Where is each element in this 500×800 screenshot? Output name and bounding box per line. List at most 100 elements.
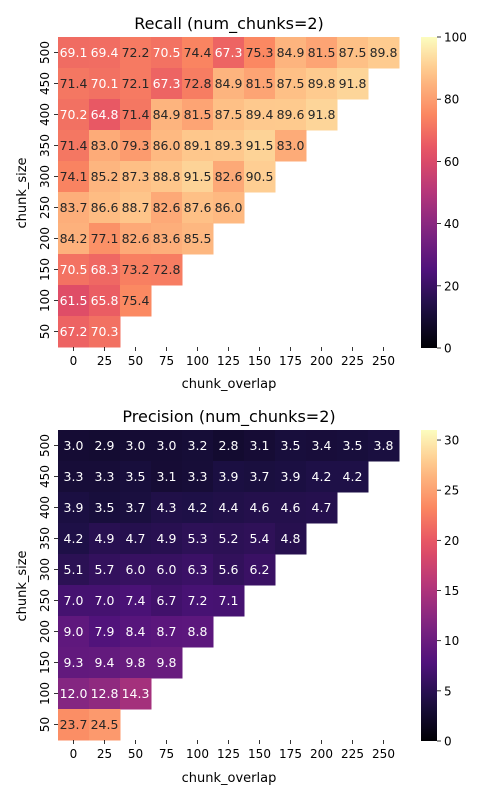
precision-cell-label: 4.7: [312, 500, 332, 515]
recall-cell-label: 79.3: [122, 138, 150, 153]
recall-cell: [120, 285, 152, 317]
precision-x-tick-label: 125: [217, 747, 240, 761]
precision-cell: [244, 461, 276, 493]
precision-cell: [337, 430, 369, 462]
recall-colorbar-tick-label: 100: [444, 31, 467, 45]
precision-colorbar-tick-label: 15: [444, 584, 459, 598]
recall-x-tick-label: 50: [128, 354, 143, 368]
recall-ylabel: chunk_size: [15, 157, 30, 228]
recall-x-tick-label: 175: [279, 354, 302, 368]
precision-ylabel: chunk_size: [15, 550, 30, 621]
precision-cell: [244, 492, 276, 524]
precision-cell-label: 8.4: [126, 624, 146, 639]
precision-cell: [89, 554, 121, 586]
precision-title: Precision (num_chunks=2): [122, 407, 335, 427]
precision-cell: [306, 461, 338, 493]
precision-x-tick-label: 150: [248, 747, 271, 761]
recall-y-tick-label: 400: [38, 103, 52, 126]
recall-y-tick-label: 200: [38, 227, 52, 250]
precision-cell-label: 7.0: [64, 593, 84, 608]
recall-y-tick-label: 50: [38, 324, 52, 339]
recall-cell: [89, 223, 121, 255]
recall-cell-label: 83.0: [91, 138, 119, 153]
precision-cell-label: 2.9: [95, 438, 115, 453]
recall-x-tick-label: 75: [159, 354, 174, 368]
recall-cell-label: 91.8: [308, 107, 336, 122]
precision-cell: [244, 523, 276, 555]
precision-x-tick-label: 75: [159, 747, 174, 761]
recall-cell: [213, 68, 245, 100]
precision-cell-label: 6.0: [157, 562, 177, 577]
recall-cell: [213, 161, 245, 193]
recall-x-tick-label: 200: [310, 354, 333, 368]
recall-cell-label: 87.5: [339, 45, 367, 60]
recall-y-tick-label: 100: [38, 289, 52, 312]
precision-cell: [306, 430, 338, 462]
recall-cell-label: 86.0: [153, 138, 181, 153]
recall-cell-label: 84.2: [60, 231, 88, 246]
recall-cell-label: 88.8: [153, 169, 181, 184]
precision-cell: [120, 678, 152, 710]
recall-cell: [89, 99, 121, 131]
recall-colorbar-tick-label: 20: [444, 279, 459, 293]
precision-cell: [58, 461, 90, 493]
recall-cell-label: 85.2: [91, 169, 119, 184]
recall-cell: [306, 99, 338, 131]
precision-cell-label: 6.7: [157, 593, 177, 608]
precision-cell: [213, 585, 245, 617]
recall-cell-label: 70.1: [91, 76, 119, 91]
recall-y-tick-label: 250: [38, 196, 52, 219]
recall-cell-label: 91.5: [246, 138, 274, 153]
precision-x-tick-label: 175: [279, 747, 302, 761]
precision-cell: [213, 461, 245, 493]
precision-cell: [182, 430, 214, 462]
precision-y-tick-label: 350: [38, 527, 52, 550]
precision-colorbar-tick-label: 5: [444, 684, 452, 698]
precision-cell-label: 23.7: [60, 717, 88, 732]
recall-cell-label: 89.4: [246, 107, 274, 122]
recall-cell: [120, 223, 152, 255]
precision-cell-label: 4.6: [250, 500, 270, 515]
precision-cell-label: 3.3: [64, 469, 84, 484]
recall-cell: [151, 99, 183, 131]
precision-cell: [58, 709, 90, 741]
precision-cell: [120, 647, 152, 679]
recall-cell: [58, 130, 90, 162]
precision-cell-label: 7.0: [95, 593, 115, 608]
precision-x-tick-label: 250: [372, 747, 395, 761]
precision-cell-label: 7.4: [126, 593, 146, 608]
recall-cell: [89, 37, 121, 69]
precision-colorbar-tick-label: 0: [444, 735, 452, 749]
precision-cell: [58, 492, 90, 524]
recall-cell: [306, 68, 338, 100]
precision-cell: [151, 461, 183, 493]
precision-cell: [275, 492, 307, 524]
precision-cell-label: 7.2: [188, 593, 208, 608]
recall-cell: [244, 161, 276, 193]
precision-cell-label: 3.7: [126, 500, 146, 515]
precision-y-tick-label: 450: [38, 465, 52, 488]
precision-cell: [182, 492, 214, 524]
recall-cell-label: 87.5: [277, 76, 305, 91]
recall-cell: [244, 99, 276, 131]
precision-cell: [58, 585, 90, 617]
recall-cell: [58, 192, 90, 224]
recall-colorbar-tick-label: 80: [444, 93, 459, 107]
precision-y-tick-label: 100: [38, 682, 52, 705]
recall-cell-label: 73.2: [122, 262, 150, 277]
precision-cell: [151, 585, 183, 617]
recall-y-tick-label: 450: [38, 72, 52, 95]
precision-cell: [58, 616, 90, 648]
recall-cell-label: 72.1: [122, 76, 150, 91]
precision-cell: [306, 492, 338, 524]
recall-x-tick-label: 100: [186, 354, 209, 368]
recall-cell: [306, 37, 338, 69]
precision-cell: [275, 523, 307, 555]
recall-cell: [368, 37, 400, 69]
recall-cell-label: 83.6: [153, 231, 181, 246]
recall-cell: [213, 130, 245, 162]
precision-x-tick-label: 100: [186, 747, 209, 761]
precision-cell-label: 12.8: [91, 686, 119, 701]
precision-cell: [120, 616, 152, 648]
recall-cell: [244, 130, 276, 162]
